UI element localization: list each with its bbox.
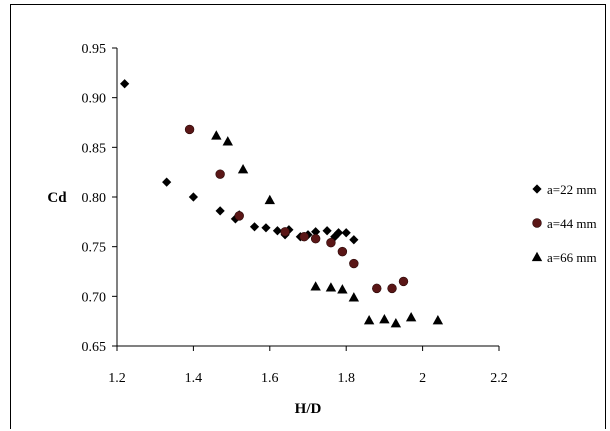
data-point [264,194,275,205]
data-point [237,163,249,174]
data-point [326,237,336,248]
legend-marker [531,251,543,262]
y-axis-title: Cd [47,190,67,206]
chart-frame: 0.65 0.70 0.75 0.80 0.85 0.90 0.95 1.2 1.4 1.6 1.8… [10,4,606,429]
y-tick-label: 0.70 [82,290,107,305]
legend-marker [532,184,542,194]
data-point [379,313,390,324]
data-point [390,317,402,328]
y-tick-label: 0.80 [82,191,107,206]
data-point [184,124,195,135]
data-point [215,206,225,216]
data-point [398,276,409,287]
series-1 [184,124,409,294]
data-point [188,192,198,202]
x-tick-label: 2 [419,371,426,386]
y-tick-label: 0.90 [82,92,107,107]
x-axis-title: H/D [295,401,322,417]
x-tick-label: 1.8 [337,371,355,386]
data-point [333,228,344,238]
y-tick-label: 0.65 [82,340,107,355]
data-point [348,292,360,302]
y-tick-label: 0.95 [82,42,107,57]
legend-item: a=44 mm [532,216,597,231]
data-point [261,223,271,233]
legend: a=22 mm a=44 mm a=66 mm [531,182,597,265]
data-point [215,169,225,179]
data-point [322,226,332,236]
data-point [341,228,351,238]
x-tick-label: 1.2 [108,371,126,386]
data-point [280,227,290,237]
data-point [249,222,260,232]
data-point [120,79,130,89]
data-point [432,314,444,325]
data-point [405,311,417,322]
data-point [311,227,321,237]
data-point [363,314,375,325]
data-point [387,283,397,294]
data-point [337,284,348,294]
data-point [325,282,337,292]
tick-labels: 0.65 0.70 0.75 0.80 0.85 0.90 0.95 1.2 1.4 1.6 1.8… [82,42,508,386]
y-tick-label: 0.85 [82,141,107,156]
data-point [372,283,382,294]
x-tick-label: 1.6 [261,371,279,386]
series-2 [211,130,444,328]
data-point [234,211,244,221]
data-point [310,281,321,291]
legend-label: a=22 mm [547,182,597,197]
data-point [272,226,283,236]
data-point [349,258,359,269]
data-point [162,177,172,187]
data-point [211,130,222,140]
axes [112,47,500,351]
y-tick-label: 0.75 [82,241,107,256]
data-point [349,235,359,245]
scatter-chart: 0.65 0.70 0.75 0.80 0.85 0.90 0.95 1.2 1.4 1.6 1.8… [47,42,597,417]
legend-item: a=22 mm [532,182,597,197]
data-point [310,234,321,244]
data-point [222,136,233,146]
legend-item: a=66 mm [531,250,597,265]
legend-marker [532,218,542,228]
legend-label: a=66 mm [547,250,597,265]
data-point [299,232,309,242]
x-tick-label: 2.2 [490,371,508,386]
data-point [337,246,348,257]
legend-label: a=44 mm [547,216,597,231]
x-tick-label: 1.4 [185,371,203,386]
data-points [120,79,444,328]
